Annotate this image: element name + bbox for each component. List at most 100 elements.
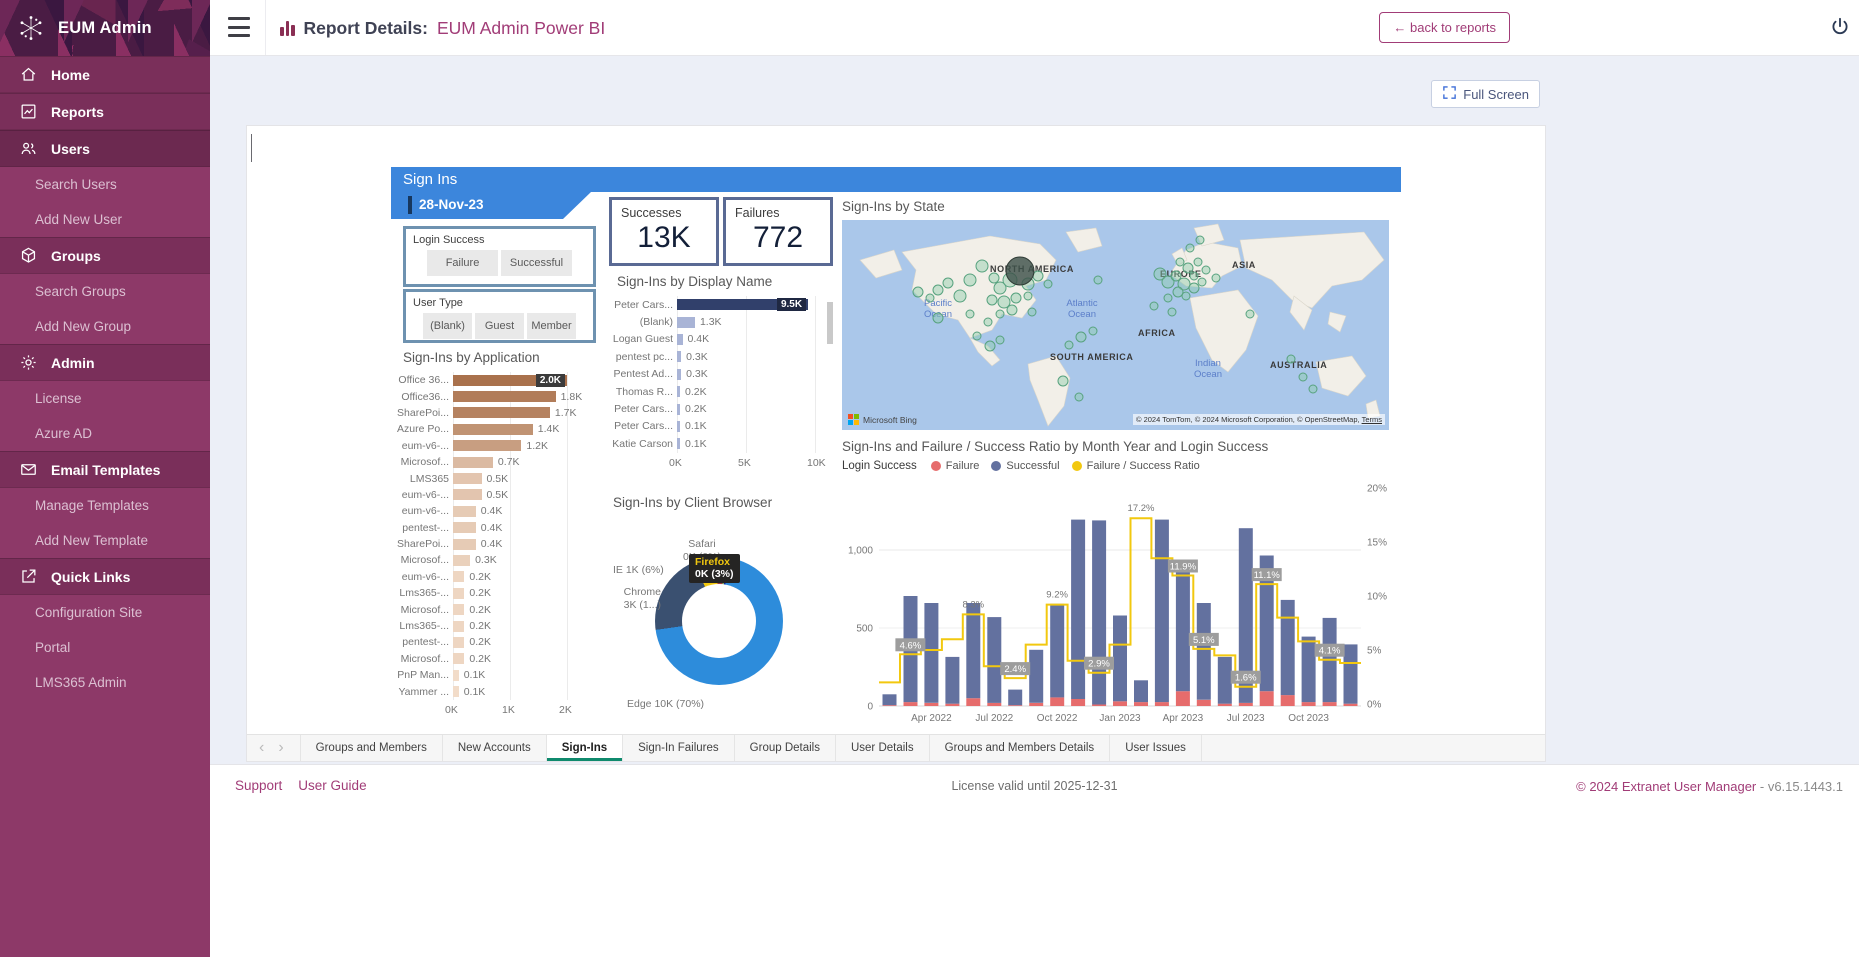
map-bubble[interactable]	[1308, 384, 1318, 394]
bar-row-eum-v6-4[interactable]: eum-v6-... 1.2K	[397, 438, 609, 454]
bar-failure-dec-2023[interactable]	[1343, 703, 1358, 706]
bar-successful-oct-2022[interactable]	[1050, 603, 1065, 698]
bar[interactable]	[677, 438, 680, 450]
bar[interactable]	[453, 604, 465, 616]
bar[interactable]	[453, 505, 476, 517]
bar[interactable]	[453, 538, 476, 550]
bar-successful-apr-2023[interactable]	[1175, 566, 1190, 692]
bar-row-sharepoi-2[interactable]: SharePoi... 1.7K	[397, 405, 609, 421]
bar-successful-oct-2023[interactable]	[1301, 636, 1316, 703]
bar-failure-sep-2023[interactable]	[1280, 695, 1295, 706]
bar-failure-may-2022[interactable]	[945, 703, 960, 706]
bar-row-pentest-ad-4[interactable]: Pentest Ad... 0.3K	[609, 366, 833, 383]
map-bubble-large[interactable]	[1005, 256, 1035, 286]
bar-row-peter-cars-7[interactable]: Peter Cars... 0.1K	[609, 418, 833, 435]
bar-failure-nov-2023[interactable]	[1322, 702, 1337, 706]
map-bubble[interactable]	[912, 286, 924, 298]
sidebar-item-groups[interactable]: Groups	[0, 237, 210, 274]
sidebar-item-admin[interactable]: Admin	[0, 344, 210, 381]
bar-failure-aug-2023[interactable]	[1259, 691, 1274, 706]
bar-failure-apr-2023[interactable]	[1175, 691, 1190, 706]
map-bubble[interactable]	[963, 273, 977, 287]
map-bubble[interactable]	[995, 309, 1005, 319]
bar-successful-aug-2022[interactable]	[1008, 689, 1023, 706]
filter-option-member[interactable]: Member	[527, 313, 576, 339]
sidebar-item-configuration-site[interactable]: Configuration Site	[0, 595, 210, 630]
sign-ins-by-state-map[interactable]: NORTH AMERICAEUROPEASIAAFRICASOUTH AMERI…	[842, 220, 1389, 430]
hamburger-menu-icon[interactable]	[228, 17, 250, 37]
map-bubble[interactable]	[1153, 267, 1167, 281]
bar-row-katie-carson-8[interactable]: Katie Carson 0.1K	[609, 435, 833, 452]
map-bubble[interactable]	[1027, 307, 1037, 317]
bar-failure-jun-2023[interactable]	[1217, 703, 1232, 706]
map-bubble[interactable]	[997, 295, 1011, 309]
legend-item-successful[interactable]: Successful	[991, 460, 1060, 472]
bar-row-eum-v6-8[interactable]: eum-v6-... 0.4K	[397, 503, 609, 519]
bar-row-eum-v6-7[interactable]: eum-v6-... 0.5K	[397, 487, 609, 503]
bar[interactable]	[677, 368, 682, 380]
bar[interactable]	[677, 351, 682, 363]
map-bubble[interactable]	[984, 340, 996, 352]
bar-row-office-36-0[interactable]: Office 36... 2.0K	[397, 372, 609, 388]
bar-successful-may-2023[interactable]	[1196, 603, 1211, 700]
map-bubble[interactable]	[1163, 293, 1173, 303]
map-bubble[interactable]	[1075, 331, 1087, 343]
map-bubble[interactable]	[1195, 235, 1205, 245]
bar-successful-feb-2023[interactable]	[1134, 680, 1148, 703]
bar-successful-sep-2022[interactable]	[1029, 649, 1044, 703]
bar[interactable]	[453, 669, 459, 681]
support-link[interactable]: Support	[235, 778, 283, 793]
map-bubble[interactable]	[975, 259, 989, 273]
bar-successful-mar-2023[interactable]	[1154, 519, 1169, 703]
bar[interactable]	[453, 440, 522, 452]
sidebar-item-add-new-template[interactable]: Add New Template	[0, 523, 210, 558]
bar-failure-mar-2022[interactable]	[903, 702, 918, 706]
filter-option-guest[interactable]: Guest	[475, 313, 524, 339]
map-bubble[interactable]	[1181, 291, 1191, 301]
bar-row-peter-cars-6[interactable]: Peter Cars... 0.2K	[609, 400, 833, 417]
bar-row-pnp-man-18[interactable]: PnP Man... 0.1K	[397, 667, 609, 683]
bar-failure-jun-2022[interactable]	[966, 698, 981, 706]
bar-row-azure-po-3[interactable]: Azure Po... 1.4K	[397, 421, 609, 437]
map-bubble[interactable]	[1298, 372, 1308, 382]
map-bubble[interactable]	[972, 331, 982, 341]
bar-row-microsof-17[interactable]: Microsof... 0.2K	[397, 651, 609, 667]
map-bubble[interactable]	[1010, 292, 1022, 304]
tab-user-issues[interactable]: User Issues	[1110, 735, 1202, 761]
tab-new-accounts[interactable]: New Accounts	[442, 735, 547, 761]
sidebar-item-lms365-admin[interactable]: LMS365 Admin	[0, 665, 210, 700]
map-bubble[interactable]	[1088, 326, 1098, 336]
bar[interactable]	[453, 686, 459, 698]
bar[interactable]	[677, 316, 695, 328]
bar-row-blank-1[interactable]: (Blank) 1.3K	[609, 313, 833, 330]
bar-failure-apr-2022[interactable]	[924, 702, 939, 706]
power-icon[interactable]	[1827, 15, 1853, 41]
bar-row-pentest-9[interactable]: pentest-... 0.4K	[397, 520, 609, 536]
back-to-reports-button[interactable]: ← back to reports	[1379, 12, 1510, 43]
legend-item-failure-success-ratio[interactable]: Failure / Success Ratio	[1071, 460, 1200, 472]
bar-row-eum-v6-12[interactable]: eum-v6-... 0.2K	[397, 569, 609, 585]
map-bubble[interactable]	[1064, 340, 1074, 350]
sidebar-item-quick-links[interactable]: Quick Links	[0, 558, 210, 595]
bar-failure-feb-2023[interactable]	[1134, 702, 1148, 706]
map-bubble[interactable]	[1211, 273, 1221, 283]
tab-sign-in-failures[interactable]: Sign-In Failures	[623, 735, 735, 761]
bar-row-office36-1[interactable]: Office36... 1.8K	[397, 388, 609, 404]
map-bubble[interactable]	[1170, 270, 1182, 282]
bar-successful-feb-2022[interactable]	[882, 694, 897, 706]
bar[interactable]	[453, 522, 476, 534]
bar-row-microsof-11[interactable]: Microsof... 0.3K	[397, 552, 609, 568]
bar-failure-nov-2022[interactable]	[1071, 699, 1086, 706]
sign-ins-by-display-name-chart[interactable]: Peter Cars... 9.5K (Blank) 1.3K Logan Guest 0…	[609, 296, 833, 492]
map-bubble[interactable]	[983, 317, 993, 327]
bar-successful-dec-2022[interactable]	[1092, 520, 1107, 705]
map-bubble[interactable]	[1093, 275, 1103, 285]
map-bubble[interactable]	[932, 284, 944, 296]
bar-successful-jul-2022[interactable]	[987, 617, 1002, 703]
map-bubble[interactable]	[1188, 282, 1200, 294]
bar[interactable]	[677, 333, 683, 345]
map-bubble[interactable]	[1043, 279, 1053, 289]
bar-failure-dec-2022[interactable]	[1092, 704, 1107, 706]
sidebar-item-azure-ad[interactable]: Azure AD	[0, 416, 210, 451]
